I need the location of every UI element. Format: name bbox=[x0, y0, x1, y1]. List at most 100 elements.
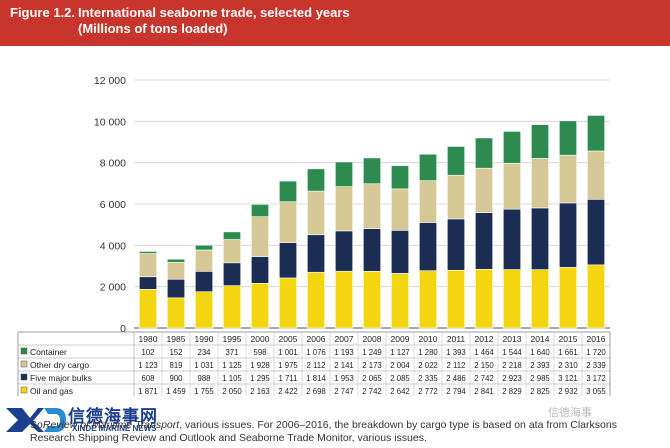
data-label: 2 163 bbox=[250, 387, 270, 396]
bar-segment bbox=[447, 218, 465, 271]
data-label: 1 031 bbox=[194, 361, 214, 370]
bar-segment bbox=[503, 208, 521, 270]
bar-segment bbox=[419, 153, 437, 181]
bar-segment bbox=[167, 278, 185, 299]
x-tick-label: 1980 bbox=[139, 334, 158, 344]
bar-segment bbox=[559, 154, 577, 204]
bar-segment bbox=[503, 269, 521, 329]
bar-segment bbox=[167, 297, 185, 329]
x-tick-label: 1985 bbox=[167, 334, 186, 344]
bar-segment bbox=[195, 249, 213, 272]
data-table: 1980 1985 1990 1995 2000 2005 2006 2007 2008 2009… bbox=[17, 331, 611, 396]
bar-segment bbox=[139, 253, 157, 278]
logo-chinese-text: 信德海事网 bbox=[68, 407, 158, 427]
bar-segment bbox=[587, 150, 605, 200]
bar-segment bbox=[139, 276, 157, 290]
data-label: 2 022 bbox=[418, 361, 438, 370]
data-label: 2 742 bbox=[362, 387, 382, 396]
bar-segment bbox=[279, 242, 297, 279]
data-label: 2 141 bbox=[334, 361, 354, 370]
data-label: 2 742 bbox=[474, 374, 494, 383]
bar-segment bbox=[391, 188, 409, 231]
data-label: 2 393 bbox=[530, 361, 550, 370]
y-axis-ticks: 0 2 000 4 000 6 000 8 000 10 000 12 000 bbox=[94, 75, 126, 335]
data-label: 3 121 bbox=[558, 374, 578, 383]
data-label: 1 464 bbox=[474, 348, 494, 357]
y-tick-label: 12 000 bbox=[94, 75, 126, 87]
title-line-1: International seaborne trade, selected y… bbox=[78, 5, 350, 20]
data-label: 988 bbox=[197, 374, 210, 383]
bar-series bbox=[139, 115, 605, 329]
y-tick-label: 2 000 bbox=[100, 282, 126, 294]
data-label: 1 249 bbox=[362, 348, 382, 357]
bar-segment bbox=[335, 270, 353, 329]
data-label: 1 953 bbox=[334, 374, 354, 383]
bar-segment bbox=[251, 216, 269, 257]
bar-segment bbox=[503, 131, 521, 164]
legend-swatch bbox=[20, 360, 28, 368]
figure-title: International seaborne trade, selected y… bbox=[78, 5, 350, 37]
data-label: 2 422 bbox=[278, 387, 298, 396]
data-label: 2 150 bbox=[474, 361, 494, 370]
data-label: 1 814 bbox=[306, 374, 326, 383]
data-label: 2 932 bbox=[558, 387, 578, 396]
x-tick-label: 1990 bbox=[195, 334, 214, 344]
figure-header: Figure 1.2. International seaborne trade… bbox=[0, 0, 670, 46]
bar-segment bbox=[195, 271, 213, 293]
data-label: 2 173 bbox=[362, 361, 382, 370]
y-tick-label: 8 000 bbox=[100, 158, 126, 170]
y-tick-label: 4 000 bbox=[100, 240, 126, 252]
data-label: 371 bbox=[225, 348, 238, 357]
x-tick-label: 2008 bbox=[363, 334, 382, 344]
data-label: 1 544 bbox=[502, 348, 522, 357]
x-tick-label: 2011 bbox=[447, 334, 466, 344]
data-label: 2 794 bbox=[446, 387, 466, 396]
legend-swatch bbox=[20, 347, 28, 355]
data-label: 2 218 bbox=[502, 361, 522, 370]
bar-segment bbox=[531, 124, 549, 159]
data-label: 1 280 bbox=[418, 348, 438, 357]
data-label: 2 985 bbox=[530, 374, 550, 383]
data-label: 1 711 bbox=[279, 374, 298, 383]
data-label: 2 642 bbox=[390, 387, 410, 396]
source-line-2: Research Shipping Review and Outlook and… bbox=[30, 432, 427, 444]
bar-segment bbox=[307, 271, 325, 329]
bar-segment bbox=[559, 202, 577, 268]
bar-segment bbox=[279, 180, 297, 203]
bar-segment bbox=[475, 167, 493, 213]
bar-segment bbox=[279, 277, 297, 329]
bar-segment bbox=[335, 161, 353, 187]
bar-segment bbox=[363, 157, 381, 185]
bar-segment bbox=[195, 291, 213, 329]
bar-segment bbox=[587, 115, 605, 152]
bar-segment bbox=[307, 190, 325, 236]
x-tick-label: 2014 bbox=[531, 334, 550, 344]
bar-segment bbox=[447, 269, 465, 329]
data-label: 1 640 bbox=[530, 348, 550, 357]
data-label: 2 841 bbox=[474, 387, 494, 396]
data-label: 1 295 bbox=[250, 374, 270, 383]
data-label: 102 bbox=[141, 348, 154, 357]
bar-segment bbox=[363, 228, 381, 272]
x-tick-label: 2009 bbox=[391, 334, 410, 344]
bar-segment bbox=[307, 234, 325, 273]
bar-segment bbox=[307, 168, 325, 192]
data-label: 2 085 bbox=[390, 374, 410, 383]
legend-label: Five major bulks bbox=[30, 373, 92, 383]
data-label: 2 923 bbox=[502, 374, 522, 383]
bar-segment bbox=[251, 282, 269, 329]
bar-segment bbox=[391, 165, 409, 190]
data-label: 2 065 bbox=[362, 374, 382, 383]
data-label: 1 871 bbox=[138, 387, 158, 396]
legend-label: Oil and gas bbox=[30, 386, 73, 396]
xinde-logo-icon bbox=[6, 408, 66, 432]
bar-segment bbox=[447, 174, 465, 220]
bar-segment bbox=[559, 267, 577, 329]
bar-segment bbox=[391, 230, 409, 274]
x-tick-label: 2007 bbox=[335, 334, 354, 344]
bar-segment bbox=[531, 158, 549, 209]
x-tick-label: 2005 bbox=[279, 334, 298, 344]
data-label: 1 125 bbox=[222, 361, 242, 370]
data-label: 900 bbox=[169, 374, 183, 383]
data-label: 1 661 bbox=[558, 348, 578, 357]
